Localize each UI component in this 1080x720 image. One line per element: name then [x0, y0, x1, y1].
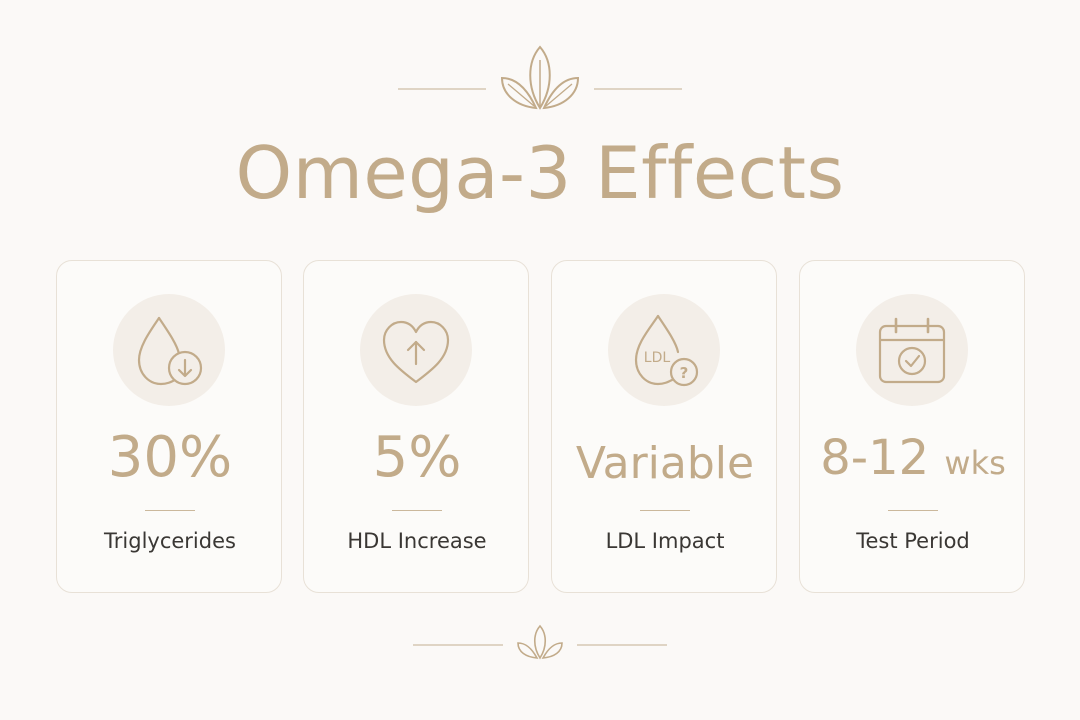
card-value-unit: wks [944, 444, 1006, 482]
ldl-icon-text: LDL [644, 350, 671, 366]
leaf-icon [413, 624, 667, 660]
heart-up-arrow-icon [382, 320, 450, 384]
card-value-number: 8-12 [820, 430, 930, 486]
card-test-period: 8-12 wks Test Period [799, 260, 1025, 593]
drop-question-icon: LDL ? [634, 314, 699, 387]
card-value: Variable [575, 438, 755, 489]
card-value: 30% [107, 425, 233, 490]
card-label: HDL Increase [347, 529, 487, 553]
card-divider [640, 510, 690, 511]
card-divider [392, 510, 442, 511]
card-ldl: LDL ? Variable LDL Impact [551, 260, 777, 593]
card-hdl: 5% HDL Increase [303, 260, 529, 593]
question-mark: ? [680, 364, 689, 382]
icon-badge [113, 294, 225, 406]
bottom-ornament [0, 620, 1080, 670]
card-label: Test Period [856, 529, 970, 553]
top-ornament [0, 42, 1080, 112]
card-divider [145, 510, 195, 511]
icon-badge [360, 294, 472, 406]
card-triglycerides: 30% Triglycerides [56, 260, 282, 593]
card-divider [888, 510, 938, 511]
page-title: Omega-3 Effects [235, 131, 845, 215]
card-value: 5% [372, 425, 462, 490]
card-value: 8-12 wks [800, 423, 1026, 498]
leaf-icon [398, 45, 682, 110]
icon-badge: LDL ? [608, 294, 720, 406]
card-label: Triglycerides [104, 529, 236, 553]
drop-down-arrow-icon [137, 316, 203, 386]
icon-badge [856, 294, 968, 406]
card-label: LDL Impact [605, 529, 725, 553]
calendar-check-icon [878, 317, 946, 384]
